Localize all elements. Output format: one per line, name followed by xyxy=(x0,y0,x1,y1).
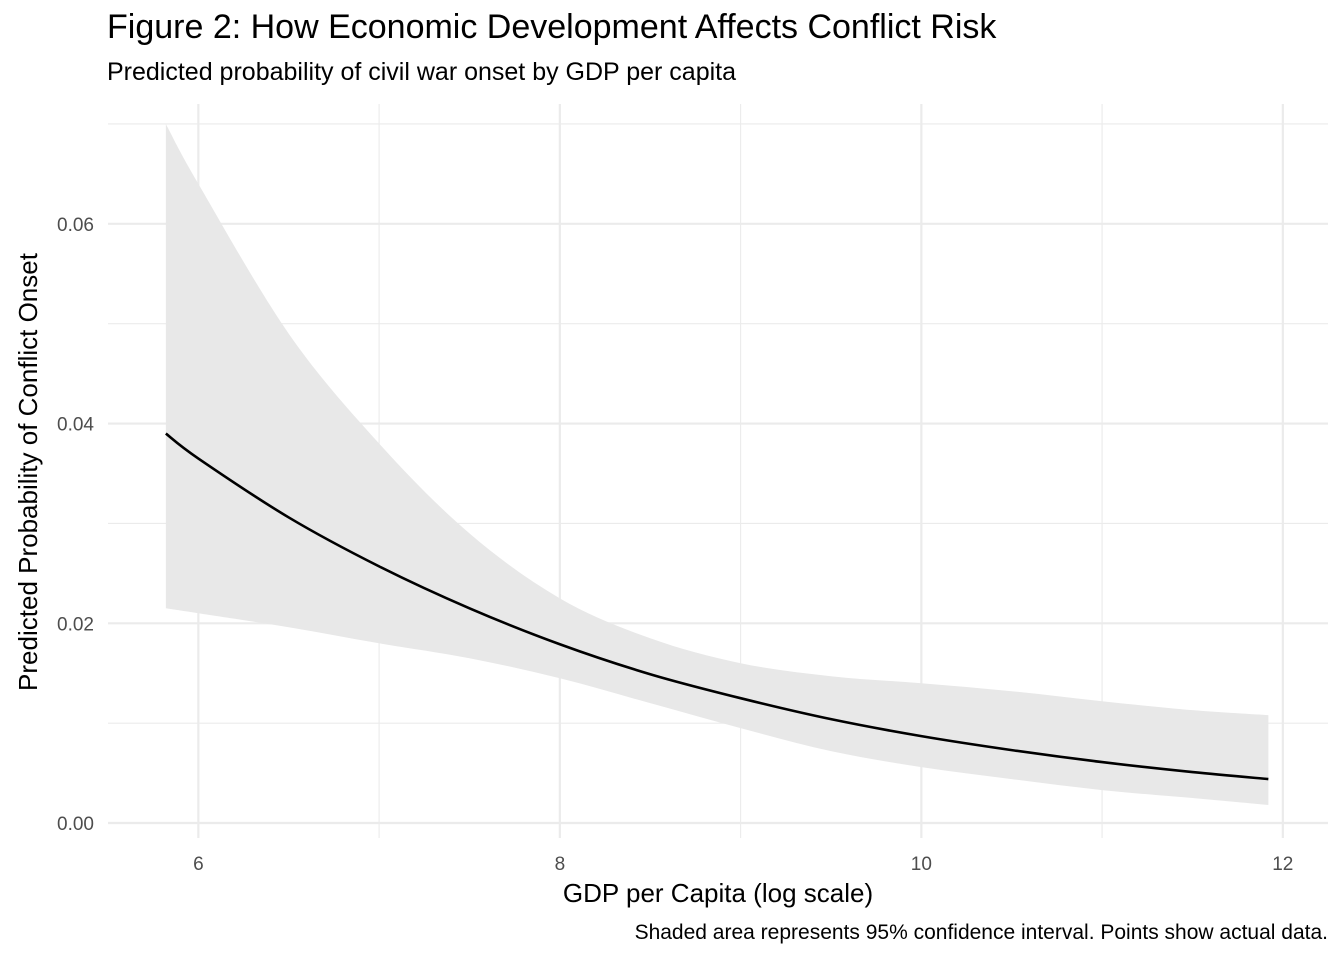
x-tick-label: 10 xyxy=(911,854,932,875)
x-axis-ticks: 6 8 10 12 xyxy=(193,854,1293,875)
x-tick-label: 8 xyxy=(555,854,566,875)
x-tick-label: 12 xyxy=(1272,854,1293,875)
y-tick-label: 0.04 xyxy=(57,415,94,436)
x-tick-label: 6 xyxy=(193,854,204,875)
chart-title: Figure 2: How Economic Development Affec… xyxy=(107,8,997,46)
chart-caption: Shaded area represents 95% confidence in… xyxy=(634,921,1328,944)
confidence-band xyxy=(165,123,1269,806)
y-axis-ticks: 0.00 0.02 0.04 0.06 xyxy=(57,215,94,835)
y-tick-label: 0.00 xyxy=(57,814,94,835)
confidence-band-layer xyxy=(165,123,1269,806)
y-tick-label: 0.06 xyxy=(57,215,94,236)
y-axis-title: Predicted Probability of Conflict Onset xyxy=(13,252,43,691)
series-line xyxy=(165,432,1269,781)
chart-subtitle: Predicted probability of civil war onset… xyxy=(107,58,737,86)
y-tick-label: 0.02 xyxy=(57,614,94,635)
x-axis-title: GDP per Capita (log scale) xyxy=(563,878,873,908)
series-line-layer xyxy=(165,432,1269,781)
